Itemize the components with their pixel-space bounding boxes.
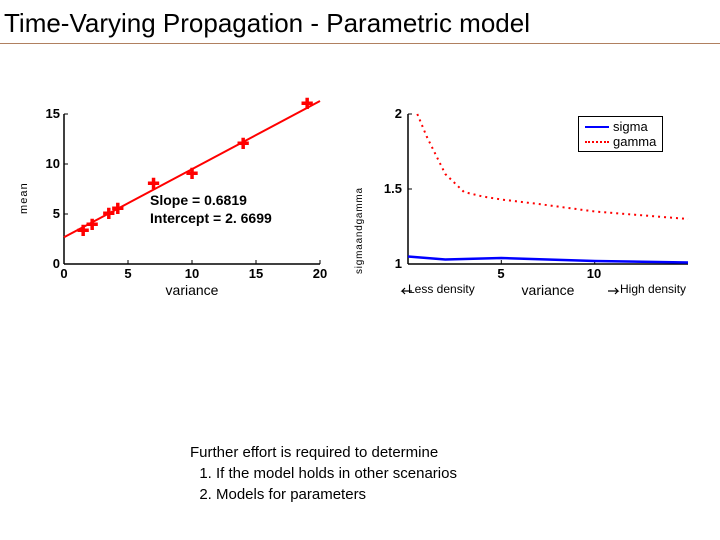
svg-text:+: + xyxy=(112,198,123,219)
legend-row-gamma: gamma xyxy=(585,134,656,149)
left-chart-ylabel: m e a n xyxy=(18,184,30,214)
footer-text: Further effort is required to determine … xyxy=(190,442,457,505)
right-chart-ylabel: s i g m a a n d g a m m a xyxy=(354,189,365,274)
slide-title: Time-Varying Propagation - Parametric mo… xyxy=(0,0,720,44)
arrow-right-icon xyxy=(608,286,620,296)
density-high-text: High density xyxy=(620,282,686,296)
legend-label-gamma: gamma xyxy=(613,134,656,149)
density-low-label: Less density xyxy=(408,282,475,296)
right-chart: s i g m a a n d g a m m a 2 1.5 1 sigma xyxy=(360,114,700,314)
footer-intro: Further effort is required to determine xyxy=(190,442,457,463)
left-ytick-10: 10 xyxy=(38,156,60,171)
left-chart-svg: + + + + + + + + xyxy=(64,114,320,264)
right-ytick-2: 2 xyxy=(388,106,402,121)
left-xtick-5: 5 xyxy=(122,266,134,281)
left-ytick-15: 15 xyxy=(38,106,60,121)
left-ytick-5: 5 xyxy=(46,206,60,221)
left-xtick-0: 0 xyxy=(58,266,70,281)
left-xtick-15: 15 xyxy=(246,266,266,281)
left-chart-xlabel: variance xyxy=(64,282,320,298)
density-high-label: High density xyxy=(620,282,686,296)
svg-text:+: + xyxy=(148,173,159,194)
right-ytick-1p5: 1.5 xyxy=(376,181,402,196)
slope-annotation: Slope = 0.6819 xyxy=(150,192,247,208)
legend-label-sigma: sigma xyxy=(613,119,648,134)
density-low-text: Less density xyxy=(408,282,475,296)
footer-item-1: If the model holds in other scenarios xyxy=(216,463,457,484)
left-chart: m e a n 15 10 5 0 + + + xyxy=(20,114,340,314)
legend-swatch-sigma xyxy=(585,126,609,128)
arrow-left-icon xyxy=(400,286,412,296)
legend-row-sigma: sigma xyxy=(585,119,656,134)
footer-item-2: Models for parameters xyxy=(216,484,457,505)
svg-text:+: + xyxy=(187,163,198,184)
right-ytick-1: 1 xyxy=(388,256,402,271)
legend-swatch-gamma xyxy=(585,141,609,143)
svg-text:+: + xyxy=(87,214,98,235)
svg-text:+: + xyxy=(302,93,313,114)
charts-row: m e a n 15 10 5 0 + + + xyxy=(0,114,720,314)
right-xtick-10: 10 xyxy=(584,266,604,281)
left-xtick-10: 10 xyxy=(182,266,202,281)
intercept-annotation: Intercept = 2. 6699 xyxy=(150,210,272,226)
right-xtick-5: 5 xyxy=(495,266,507,281)
svg-text:+: + xyxy=(238,133,249,154)
left-xtick-20: 20 xyxy=(310,266,330,281)
right-chart-legend: sigma gamma xyxy=(578,116,663,152)
